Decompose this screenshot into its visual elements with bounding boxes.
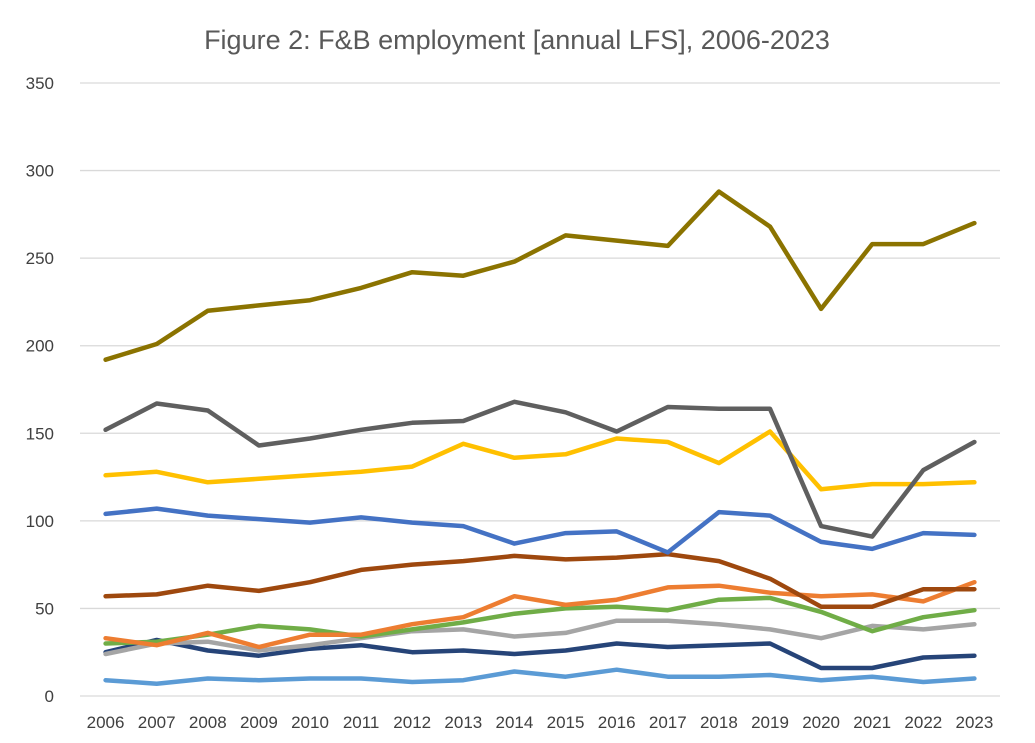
x-tick-label: 2010 [291,713,329,732]
x-tick-label: 2018 [700,713,738,732]
x-tick-label: 2006 [87,713,125,732]
x-tick-label: 2022 [904,713,942,732]
y-axis-tick-labels: 0 50 100 150 200 250 300 350 [26,74,54,706]
x-tick-label: 2015 [547,713,585,732]
chart-title: Figure 2: F&B employment [annual LFS], 2… [204,25,830,55]
series-line-4 [103,506,977,555]
x-tick-label: 2008 [189,713,227,732]
y-tick-label: 300 [26,162,54,181]
x-tick-label: 2013 [444,713,482,732]
x-tick-label: 2016 [598,713,636,732]
x-tick-label: 2007 [138,713,176,732]
series-line-6 [103,579,977,650]
series-line-1 [103,189,977,362]
series-line-5 [103,551,977,609]
series-line-2 [103,399,977,539]
x-tick-label: 2021 [853,713,891,732]
x-tick-label: 2012 [393,713,431,732]
series-line-8 [103,618,977,657]
series-line-9 [103,637,977,671]
x-tick-label: 2023 [956,713,994,732]
y-tick-label: 350 [26,74,54,93]
series-line-7 [103,595,977,646]
x-tick-label: 2019 [751,713,789,732]
y-tick-label: 200 [26,337,54,356]
x-tick-label: 2011 [343,713,380,732]
y-tick-label: 100 [26,512,54,531]
y-tick-label: 0 [45,687,54,706]
x-tick-label: 2009 [240,713,278,732]
x-tick-label: 2020 [802,713,840,732]
y-tick-label: 250 [26,249,54,268]
x-axis-tick-labels: 2006 2007 2008 2009 2010 2011 2012 2013 2014 2015… [87,713,994,732]
series-line-10 [103,667,977,686]
x-tick-label: 2017 [649,713,687,732]
gridlines [80,82,1000,697]
y-tick-label: 50 [35,599,54,618]
y-tick-label: 150 [26,424,54,443]
x-tick-label: 2014 [496,713,534,732]
series-lines [103,189,977,686]
series-line-3 [103,429,977,492]
